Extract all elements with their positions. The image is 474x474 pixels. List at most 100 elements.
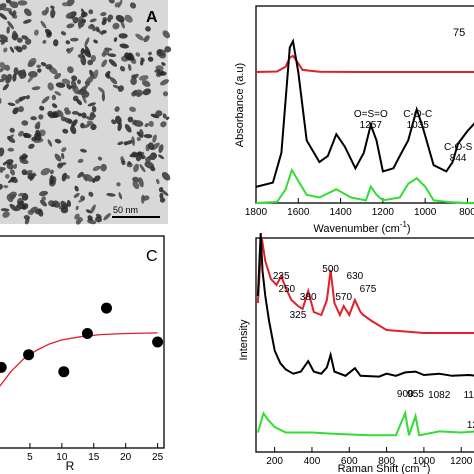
raman-annotation: 380 — [300, 292, 317, 303]
tem-particle — [71, 119, 78, 127]
tem-particle — [0, 183, 3, 190]
tem-image — [0, 0, 168, 224]
tem-particle — [90, 204, 96, 214]
tem-particle — [47, 110, 54, 117]
scatter-point — [0, 361, 7, 373]
tem-particle — [28, 173, 37, 177]
tem-particle — [66, 23, 75, 29]
tem-particle — [21, 192, 29, 201]
tem-particle — [47, 82, 54, 91]
tem-particle — [4, 174, 10, 179]
tem-particle — [92, 165, 101, 172]
tem-particle — [77, 158, 84, 164]
tem-particle — [40, 20, 47, 29]
tem-particle — [25, 38, 32, 45]
raman-series — [256, 232, 474, 437]
tem-particle — [159, 197, 166, 203]
tem-particle — [7, 147, 15, 152]
tem-particle — [87, 215, 93, 221]
tem-particle — [90, 123, 97, 131]
tem-particle — [21, 35, 29, 40]
scatter-panel: C 5 10 15 20 25 R — [0, 235, 165, 473]
tem-particle — [87, 102, 96, 107]
tem-particle — [57, 162, 67, 167]
ftir-tick-label: 1200 — [372, 207, 395, 218]
tem-particle — [95, 26, 100, 33]
tem-particle — [5, 0, 12, 4]
tem-particle — [40, 168, 51, 176]
ftir-y-label: Absorbance (a.u) — [234, 63, 246, 147]
panel-letter-c: C — [146, 248, 158, 265]
tem-particle — [19, 95, 27, 101]
tem-particle — [7, 102, 16, 107]
scatter-tick-label: 15 — [88, 452, 100, 463]
tem-particle — [1, 7, 13, 12]
tem-particle — [142, 88, 152, 96]
raman-annotation: 12 — [467, 420, 474, 431]
raman-annotation: 1082 — [428, 390, 451, 401]
ftir-annotation: C-O-S — [444, 142, 473, 153]
ftir-plot-frame — [255, 5, 474, 204]
tem-particles — [0, 0, 172, 225]
raman-annotation: 675 — [360, 284, 377, 295]
raman-panel: 200 400 600 800 1000 1200 235 250 380 325 500 630 5… — [238, 232, 474, 474]
tem-particle — [161, 62, 166, 66]
raman-annotation: 250 — [278, 284, 295, 295]
tem-particle — [13, 14, 18, 19]
tem-particle — [131, 151, 138, 158]
tem-particle — [66, 83, 72, 90]
raman-annotation: 570 — [335, 292, 352, 303]
tem-particle — [154, 69, 159, 73]
tem-particle — [109, 77, 118, 85]
tem-particle — [30, 116, 37, 121]
tem-particle — [93, 69, 99, 80]
tem-particle — [71, 75, 78, 81]
tem-particle — [144, 161, 155, 169]
tem-particle — [130, 77, 137, 86]
scale-bar-label: 50 nm — [113, 205, 138, 215]
tem-particle — [12, 30, 18, 41]
tem-particle — [34, 29, 39, 36]
tem-particle — [117, 141, 124, 146]
raman-annotation: 325 — [290, 310, 307, 321]
tem-particle — [106, 17, 112, 23]
panel-letter-a: A — [146, 9, 158, 26]
tem-particle — [3, 47, 8, 53]
tem-particle — [108, 0, 115, 4]
tem-particle — [74, 185, 79, 192]
tem-particle — [127, 63, 132, 71]
tem-particle — [97, 87, 105, 93]
tem-particle — [83, 123, 91, 129]
tem-particle — [143, 133, 153, 139]
tem-particle — [2, 161, 7, 166]
tem-particle — [145, 26, 151, 32]
tem-particle — [75, 205, 79, 211]
tem-particle — [67, 12, 72, 17]
ftir-series-green — [255, 167, 474, 204]
tem-particle — [54, 72, 62, 80]
tem-particle — [140, 57, 145, 62]
ftir-tick-label: 1800 — [245, 207, 268, 218]
tem-particle — [66, 199, 71, 208]
ftir-annotation: 844 — [450, 153, 467, 164]
tem-particle — [66, 0, 75, 7]
tem-particle — [142, 195, 150, 201]
tem-particle — [21, 169, 28, 176]
tem-particle — [118, 192, 123, 200]
tem-particle — [90, 55, 97, 62]
tem-particle — [156, 178, 160, 185]
tem-particle — [124, 52, 133, 61]
tem-particle — [0, 39, 6, 45]
tem-particle — [23, 215, 31, 220]
ftir-x-label: Wavenumber (cm-1) — [313, 220, 410, 235]
tem-particle — [41, 196, 46, 202]
tem-particle — [119, 43, 129, 49]
tem-particle — [139, 164, 146, 173]
raman-y-label: Intensity — [238, 319, 250, 360]
tem-particle — [161, 189, 169, 196]
tem-particle — [121, 160, 126, 166]
tem-particle — [107, 53, 117, 58]
ftir-series — [255, 38, 474, 204]
